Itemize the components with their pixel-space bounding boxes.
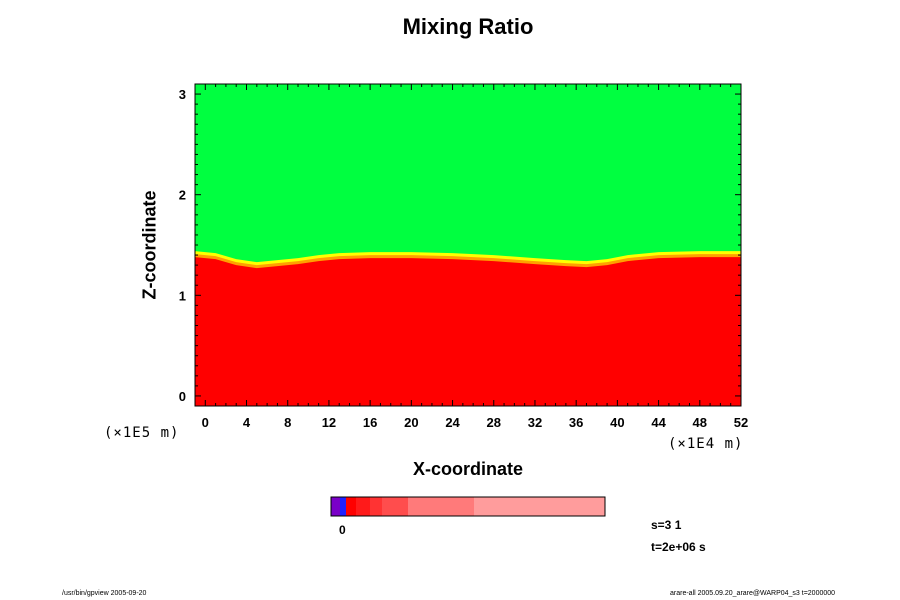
heatmap-field [195, 84, 741, 406]
x-scale-label: (×1E4 m) [668, 436, 744, 452]
x-tick-label: 48 [693, 415, 707, 430]
x-tick-label: 8 [284, 415, 291, 430]
x-tick-label: 28 [487, 415, 501, 430]
x-tick-label: 12 [322, 415, 336, 430]
time-label: t=2e+06 s [651, 540, 706, 554]
x-tick-label: 52 [734, 415, 748, 430]
x-tick-label: 16 [363, 415, 377, 430]
colorbar-swatch [370, 497, 382, 516]
x-tick-label: 36 [569, 415, 583, 430]
chart-title: Mixing Ratio [402, 14, 534, 39]
colorbar-swatch [408, 497, 474, 516]
colorbar-swatch [474, 497, 605, 516]
lower-region [195, 257, 741, 406]
x-tick-label: 20 [404, 415, 418, 430]
colorbar-swatch [340, 497, 346, 516]
x-tick-label: 24 [445, 415, 460, 430]
x-tick-label: 40 [610, 415, 624, 430]
colorbar-zero-label: 0 [339, 523, 346, 537]
footer-right: arare-all 2005.09.20_arare@WARP04_s3 t=2… [670, 590, 836, 597]
footer-left: /usr/bin/gpview 2005-09-20 [62, 590, 147, 597]
colorbar-swatch [356, 497, 370, 516]
y-tick-label: 3 [179, 87, 186, 102]
y-tick-label: 2 [179, 188, 186, 203]
x-tick-label: 4 [243, 415, 251, 430]
y-scale-label: (×1E5 m) [104, 425, 180, 441]
y-tick-label: 0 [179, 389, 186, 404]
colorbar-swatch [331, 497, 340, 516]
x-tick-label: 32 [528, 415, 542, 430]
x-tick-label: 0 [202, 415, 209, 430]
colorbar [330, 496, 606, 517]
y-axis-label: Z-coordinate [139, 190, 160, 300]
colorbar-swatch [346, 497, 356, 516]
colorbar-swatch [382, 497, 408, 516]
colorbar-border [330, 496, 606, 517]
step-label: s=3 1 [651, 518, 682, 532]
x-axis-label: X-coordinate [412, 459, 523, 479]
x-tick-label: 44 [651, 415, 666, 430]
y-tick-label: 1 [179, 288, 186, 303]
